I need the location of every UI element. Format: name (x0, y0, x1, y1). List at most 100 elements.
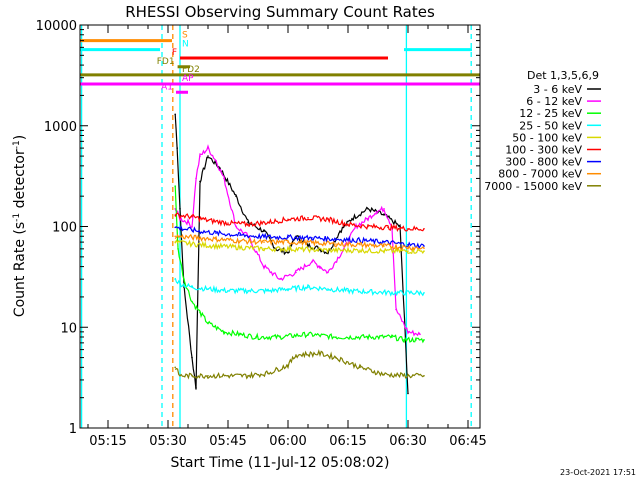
data-point (207, 155, 209, 157)
data-point (423, 247, 425, 249)
data-point (407, 227, 409, 230)
legend-title: Det 1,3,5,6,9 (527, 69, 599, 82)
data-point (239, 246, 241, 249)
data-point (423, 250, 425, 252)
legend-label: 6 - 12 keV (526, 95, 582, 108)
state-bar-label: FD1 (157, 57, 175, 67)
data-point (227, 222, 229, 224)
data-point (247, 290, 249, 292)
data-point (307, 216, 309, 219)
data-point (207, 219, 209, 222)
data-point (403, 339, 405, 341)
series-layer (174, 113, 425, 395)
series-line (174, 114, 409, 394)
y-tick-label: 1 (69, 422, 77, 437)
series-line (174, 277, 425, 297)
data-point (287, 288, 289, 290)
data-point (423, 291, 425, 294)
data-point (423, 245, 425, 247)
state-bar-label: FD2 (182, 65, 200, 75)
state-bar-label: A1 (161, 82, 173, 92)
legend-label: 12 - 25 keV (519, 107, 582, 120)
data-point (395, 308, 397, 311)
data-point (347, 223, 349, 226)
data-point (191, 356, 193, 359)
data-point (287, 236, 289, 239)
state-bar-ap: AP (80, 74, 480, 86)
y-axis-label: Count Rate (s-1 detector-1) (12, 135, 28, 317)
data-point (383, 373, 385, 376)
data-point (174, 226, 176, 229)
data-point (267, 290, 269, 292)
data-point (191, 243, 193, 245)
data-point (367, 225, 369, 228)
data-point (311, 241, 313, 244)
data-point (255, 336, 257, 338)
data-point (227, 290, 229, 292)
data-point (239, 333, 241, 336)
data-point (387, 226, 389, 229)
data-point (223, 177, 225, 180)
y-tick-label: 10 (60, 321, 77, 336)
data-point (359, 239, 361, 242)
data-point (335, 249, 337, 252)
data-point (367, 290, 369, 293)
data-point (359, 243, 361, 246)
legend-item-3-6-kev: 3 - 6 keV (533, 83, 601, 96)
data-point (423, 227, 425, 230)
state-bar-label: AP (182, 74, 194, 84)
series-line (174, 225, 425, 250)
data-point (199, 155, 201, 157)
legend-item-7000-15000-kev: 7000 - 15000 keV (484, 180, 601, 193)
data-point (239, 240, 241, 242)
data-point (279, 278, 281, 280)
data-point (391, 336, 393, 338)
series-50-100-kev (174, 239, 425, 255)
data-point (335, 238, 337, 240)
chart-title: RHESSI Observing Summary Count Rates (125, 3, 435, 21)
data-point (235, 195, 237, 197)
data-point (191, 229, 193, 231)
legend-item-50-100-kev: 50 - 100 keV (512, 131, 601, 144)
x-tick-label: 06:00 (269, 434, 306, 449)
data-point (174, 241, 176, 243)
data-point (335, 243, 337, 245)
legend-label: 100 - 300 keV (505, 144, 582, 157)
data-point (174, 185, 176, 188)
legend-label: 25 - 50 keV (519, 119, 582, 132)
series-line (174, 185, 425, 344)
data-point (177, 248, 179, 250)
data-point (295, 354, 297, 356)
data-point (375, 210, 377, 213)
legend-item-800-7000-kev: 800 - 7000 keV (498, 168, 601, 181)
data-point (199, 311, 201, 314)
y-tick-label: 10000 (36, 19, 77, 34)
data-point (407, 374, 409, 377)
x-tick-label: 05:30 (149, 434, 186, 449)
data-point (247, 374, 249, 377)
legend-item-100-300-kev: 100 - 300 keV (505, 144, 601, 157)
plot-frame (79, 24, 481, 429)
data-point (191, 236, 193, 239)
data-point (191, 215, 193, 218)
data-point (319, 265, 321, 268)
data-point (279, 336, 281, 338)
data-point (263, 248, 265, 250)
data-point (327, 218, 329, 221)
data-point (179, 282, 181, 285)
data-point (215, 238, 217, 240)
data-point (415, 339, 417, 341)
data-point (367, 217, 369, 220)
series-800-7000-kev (174, 233, 425, 251)
data-point (247, 221, 249, 224)
data-point (287, 218, 289, 221)
data-point (307, 286, 309, 288)
data-point (419, 333, 421, 336)
data-point (367, 336, 369, 338)
data-point (207, 288, 209, 290)
data-point (183, 278, 185, 280)
data-point (287, 241, 289, 243)
data-point (191, 286, 193, 288)
